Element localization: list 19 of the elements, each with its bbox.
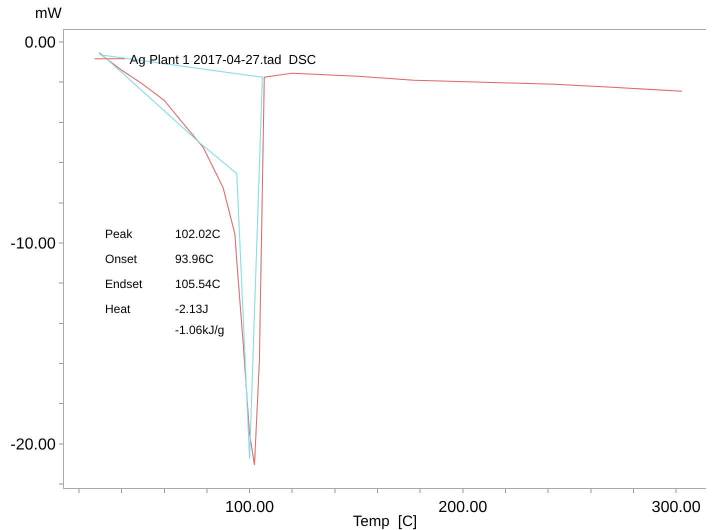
x-tick-label: 300.00 [652, 499, 701, 516]
y-tick-label: -20.00 [10, 436, 56, 454]
annotation: 105.54C [175, 277, 221, 291]
legend-label: Ag Plant 1 2017-04-27.tad DSC [130, 52, 316, 67]
y-tick-label: -10.00 [10, 236, 56, 253]
y-tick-label: 0.00 [24, 34, 56, 52]
annotation: -1.06kJ/g [175, 323, 224, 337]
annotation: Heat [105, 302, 132, 316]
line-series [98, 52, 683, 466]
annotation: -2.13J [175, 302, 208, 316]
annotation: Peak [105, 227, 134, 241]
x-axis-title: Temp [C] [352, 513, 418, 530]
annotation: 93.96C [175, 252, 214, 266]
y-axis-title: mW [35, 5, 62, 22]
annotation: Onset [105, 252, 138, 266]
annotation: Endset [105, 277, 144, 291]
annotation: 102.02C [175, 227, 221, 241]
x-tick-label: 200.00 [438, 499, 488, 516]
x-tick-label: 100.00 [225, 499, 274, 516]
